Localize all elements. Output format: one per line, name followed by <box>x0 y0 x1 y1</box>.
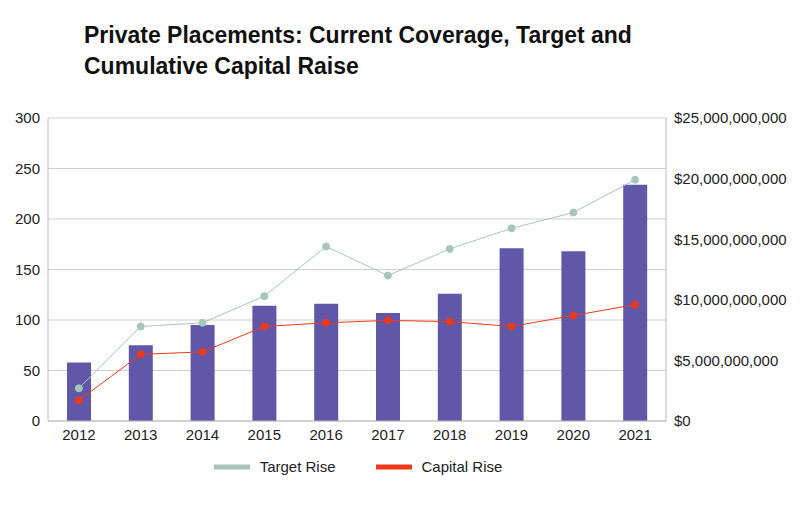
html-text:Private Placements: Current Co: Private Placements: Current Coverage, Ta… <box>84 22 632 79</box>
svg-text:2019: 2019 <box>495 426 528 443</box>
svg-text:100: 100 <box>15 311 40 328</box>
svg-text:200: 200 <box>15 210 40 227</box>
svg-text:2013: 2013 <box>124 426 157 443</box>
svg-text:150: 150 <box>15 261 40 278</box>
svg-text:2017: 2017 <box>371 426 404 443</box>
svg-text:2014: 2014 <box>186 426 219 443</box>
svg-text:2016: 2016 <box>309 426 342 443</box>
svg-text:2015: 2015 <box>248 426 281 443</box>
svg-text:$15,000,000,000: $15,000,000,000 <box>674 231 787 248</box>
svg-text:2021: 2021 <box>618 426 651 443</box>
svg-text:2020: 2020 <box>557 426 590 443</box>
svg-text:300: 300 <box>15 109 40 126</box>
svg-text:2012: 2012 <box>62 426 95 443</box>
html-text:Target Rise: Target Rise <box>259 458 336 475</box>
svg-text:$10,000,000,000: $10,000,000,000 <box>674 291 787 308</box>
svg-text:2018: 2018 <box>433 426 466 443</box>
svg-text:$5,000,000,000: $5,000,000,000 <box>674 352 778 369</box>
svg-text:50: 50 <box>23 362 40 379</box>
svg-text:$0: $0 <box>674 412 691 429</box>
svg-text:$25,000,000,000: $25,000,000,000 <box>674 109 787 126</box>
svg-text:$20,000,000,000: $20,000,000,000 <box>674 170 787 187</box>
html-text:Capital Rise: Capital Rise <box>421 458 503 475</box>
svg-text:0: 0 <box>32 412 40 429</box>
svg-text:250: 250 <box>15 160 40 177</box>
